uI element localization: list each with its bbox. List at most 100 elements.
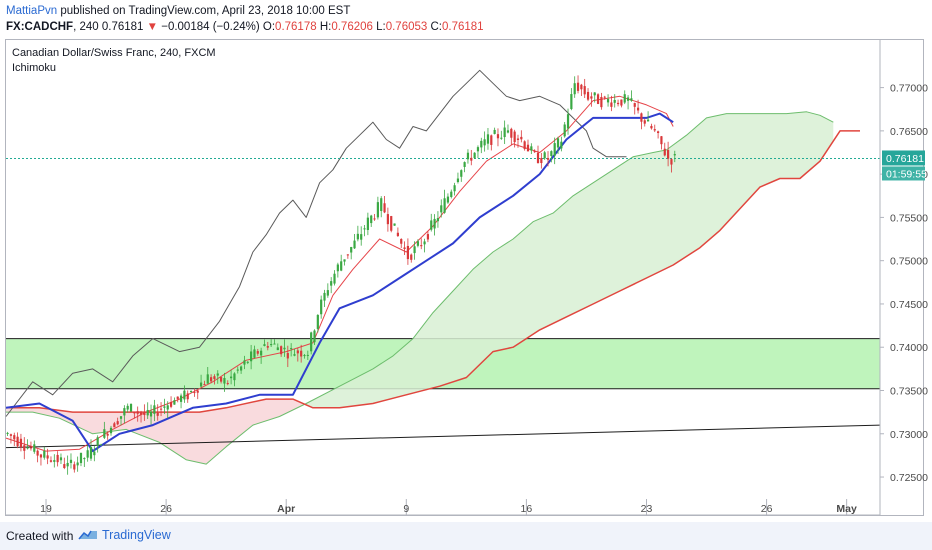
candle: [300, 344, 303, 363]
candle-body: [206, 374, 209, 384]
tradingview-link[interactable]: TradingView: [78, 528, 171, 542]
candle: [550, 150, 553, 163]
candle-body: [596, 94, 600, 104]
candle-body: [516, 138, 520, 140]
candle: [667, 141, 670, 167]
open-value: 0.76178: [275, 21, 317, 33]
candle: [623, 90, 626, 105]
candle-body: [73, 464, 76, 470]
candle-body: [106, 433, 109, 436]
candle-body: [59, 457, 63, 461]
author-link[interactable]: MattiaPvn: [6, 5, 58, 17]
candle-body: [646, 119, 650, 122]
candle-body: [223, 378, 226, 384]
candle: [536, 145, 540, 164]
candle-body: [623, 94, 626, 103]
candle: [290, 343, 293, 357]
candle-body: [26, 447, 29, 449]
candle: [223, 372, 226, 392]
candle: [656, 130, 660, 139]
candle: [526, 139, 530, 152]
candle-body: [166, 405, 169, 410]
candle: [6, 431, 9, 436]
candle: [146, 402, 149, 419]
candle: [473, 152, 476, 160]
candle-body: [136, 411, 139, 414]
candle: [346, 254, 349, 259]
candle: [586, 88, 590, 102]
tradingview-logo-icon: [78, 530, 97, 540]
candle-body: [506, 130, 510, 133]
candle: [93, 445, 96, 462]
candle-body: [570, 94, 573, 110]
candle-body: [243, 360, 246, 365]
candle-body: [463, 162, 466, 167]
candle: [420, 238, 423, 250]
candle-body: [446, 196, 450, 203]
candle-body: [9, 434, 13, 436]
candle: [243, 355, 246, 370]
candle: [66, 455, 69, 475]
candle: [613, 94, 616, 108]
candle: [316, 314, 319, 333]
candle-body: [56, 454, 59, 463]
candle-body: [490, 135, 493, 145]
x-tick-label: 16: [521, 503, 533, 515]
candle-body: [400, 239, 403, 244]
candle: [86, 445, 89, 462]
candle-body: [63, 464, 66, 468]
indicator-label[interactable]: Ichimoku: [12, 62, 57, 74]
candle: [353, 233, 356, 250]
candle-body: [546, 158, 550, 160]
candle-body: [383, 203, 386, 213]
candle-body: [376, 202, 379, 218]
candle-body: [39, 454, 43, 458]
candle-body: [373, 218, 376, 220]
candle-body: [296, 350, 299, 354]
candle: [563, 121, 566, 138]
candle-body: [380, 198, 383, 212]
candle-body: [450, 191, 453, 197]
candle: [416, 239, 420, 248]
candle: [633, 102, 636, 115]
candle: [169, 396, 173, 409]
candle: [363, 225, 366, 237]
candle: [19, 433, 23, 452]
y-tick-label: 0.73000: [890, 429, 928, 441]
candle-body: [333, 273, 336, 284]
candle-body: [390, 216, 393, 231]
candle-body: [470, 157, 473, 161]
price-change: −0.00184 (−0.24%): [161, 21, 260, 33]
candle-body: [169, 402, 173, 407]
symbol-quote-bar: FX:CADCHF, 240 0.76181 ▼ −0.00184 (−0.24…: [6, 20, 484, 34]
candle: [370, 214, 373, 227]
candle-body: [466, 152, 470, 160]
candle-body: [119, 416, 123, 419]
candle: [113, 421, 116, 428]
candle-body: [473, 152, 476, 158]
candle-body: [263, 344, 266, 346]
candle: [540, 152, 543, 169]
candle-body: [183, 390, 186, 400]
candle-body: [13, 435, 16, 440]
candle: [179, 393, 183, 409]
candle: [543, 150, 546, 160]
candle-body: [476, 147, 480, 152]
candle: [446, 193, 450, 204]
symbol-name[interactable]: FX:CADCHF: [6, 21, 74, 33]
candle-body: [433, 218, 436, 229]
candle: [606, 94, 610, 107]
candle-body: [416, 241, 420, 246]
candle-body: [273, 343, 276, 345]
candle-body: [283, 347, 286, 350]
candle-body: [33, 444, 36, 452]
candle: [670, 158, 673, 173]
candle: [209, 374, 213, 384]
candle-body: [360, 234, 363, 240]
candle-body: [346, 254, 349, 256]
candle: [76, 456, 79, 472]
candle-body: [363, 228, 366, 230]
candle-body: [526, 144, 530, 152]
candle: [256, 348, 259, 356]
